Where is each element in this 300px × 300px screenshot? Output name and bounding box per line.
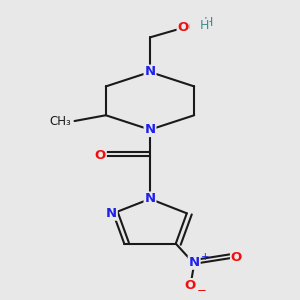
Text: O: O <box>178 21 189 34</box>
Text: N: N <box>144 65 156 79</box>
Text: +: + <box>201 252 209 262</box>
Text: N: N <box>106 207 117 220</box>
Text: O: O <box>95 149 106 162</box>
Text: N: N <box>144 123 156 136</box>
Text: H: H <box>200 20 209 32</box>
Text: H: H <box>198 20 207 32</box>
Text: H: H <box>204 16 214 29</box>
Text: O: O <box>180 21 190 34</box>
Text: −: − <box>196 284 206 297</box>
Text: N: N <box>189 256 200 269</box>
Text: O: O <box>185 279 196 292</box>
Text: O: O <box>231 251 242 264</box>
Text: CH₃: CH₃ <box>49 115 71 128</box>
Text: N: N <box>144 192 156 206</box>
